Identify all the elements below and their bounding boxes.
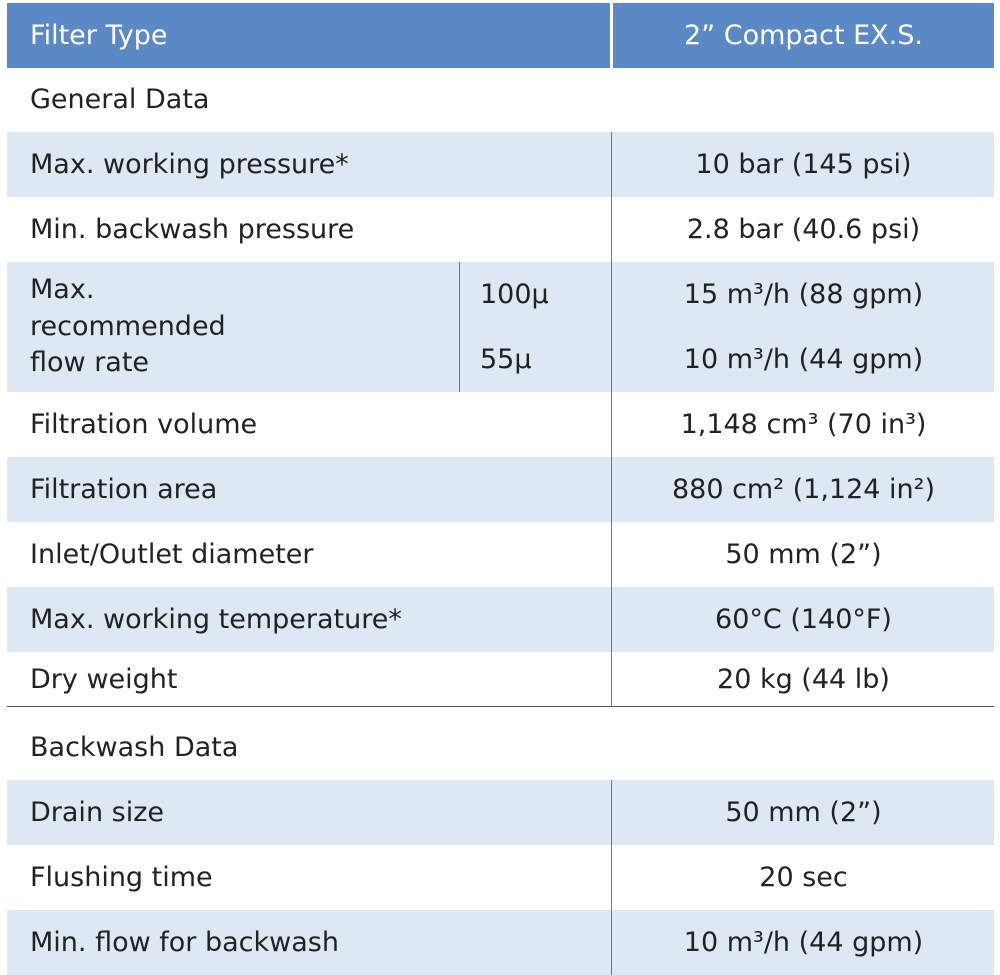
- row-value: 50 mm (2”): [725, 539, 882, 570]
- row-label: Inlet/Outlet diameter: [30, 539, 314, 570]
- sub-divider: [459, 262, 460, 392]
- row-value: 50 mm (2”): [725, 797, 882, 828]
- row-value: 10 m³/h (44 gpm): [683, 927, 924, 958]
- row-label: Filtration area: [30, 474, 218, 505]
- row-value: 1,148 cm³ (70 in³): [680, 409, 927, 440]
- header-model: 2” Compact EX.S.: [613, 3, 994, 68]
- section-rule: [7, 706, 994, 707]
- row-bg: [7, 587, 994, 652]
- row-label: Flushing time: [30, 862, 213, 893]
- row-label: Drain size: [30, 797, 164, 828]
- row-value: 10 bar (145 psi): [695, 149, 912, 180]
- sub-filter: 55μ: [480, 344, 532, 375]
- row-label: Min. flow for backwash: [30, 927, 339, 958]
- column-divider: [611, 132, 612, 706]
- header-label: Filter Type: [7, 3, 610, 68]
- column-divider: [611, 780, 612, 975]
- row-value: 880 cm² (1,124 in²): [671, 474, 936, 505]
- row-value: 20 kg (44 lb): [717, 663, 890, 695]
- section-title: Backwash Data: [30, 732, 239, 763]
- row-bg: [7, 780, 994, 845]
- row-value: 20 sec: [759, 862, 848, 893]
- row-bg: [7, 457, 994, 522]
- row-value: 2.8 bar (40.6 psi): [686, 214, 921, 245]
- row-label: Max. working temperature*: [30, 604, 402, 635]
- section-title: General Data: [30, 84, 210, 115]
- row-label: Max. recommended flow rate: [30, 274, 226, 379]
- row-bg: [7, 132, 994, 197]
- row-value: 10 m³/h (44 gpm): [683, 344, 924, 375]
- row-label: Min. backwash pressure: [30, 214, 355, 245]
- row-bg: [7, 262, 994, 392]
- row-value: 60°C (140°F): [715, 604, 892, 635]
- sub-filter: 100μ: [480, 279, 549, 310]
- row-value: 15 m³/h (88 gpm): [683, 279, 924, 310]
- row-label: Dry weight: [30, 663, 178, 695]
- row-label: Filtration volume: [30, 409, 258, 440]
- row-label: Max. working pressure*: [30, 149, 349, 180]
- row-bg: [7, 910, 994, 975]
